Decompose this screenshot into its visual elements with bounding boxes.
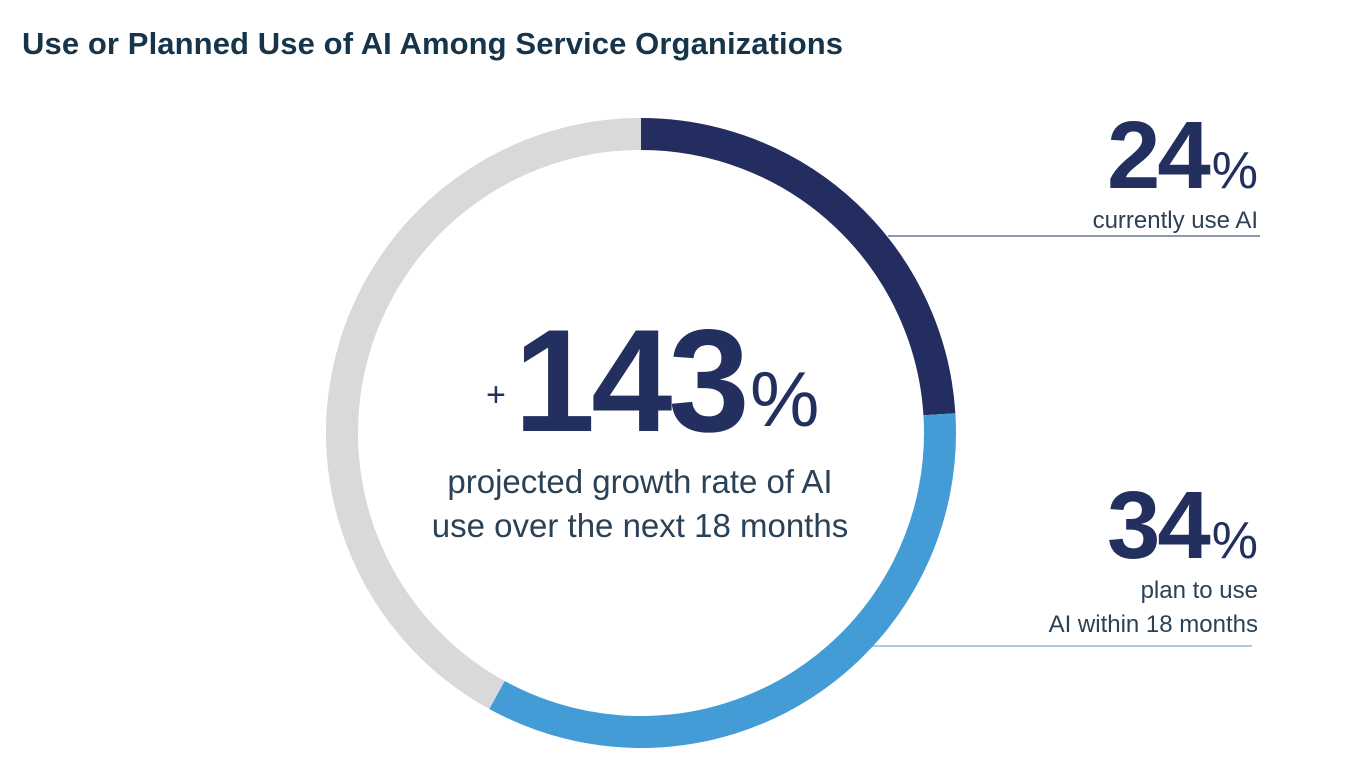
stat-current-label: currently use AI xyxy=(1092,207,1258,234)
center-prefix: + xyxy=(486,376,506,414)
donut-segments xyxy=(326,118,956,748)
center-description-line2: use over the next 18 months xyxy=(431,507,849,544)
stat-current-unit: % xyxy=(1211,142,1258,200)
center-description: projected growth rate of AI use over the… xyxy=(390,460,890,548)
center-figure: + 143 % xyxy=(390,308,890,458)
stat-planned-label-line1: plan to use xyxy=(1140,577,1258,604)
page-title: Use or Planned Use of AI Among Service O… xyxy=(22,26,844,61)
donut-segment-other xyxy=(326,118,642,710)
stat-current-use: 24% currently use AI xyxy=(1093,108,1258,238)
center-label: + 143 % projected growth rate of AI use … xyxy=(390,308,890,548)
donut-segment-planned xyxy=(489,413,956,748)
center-unit: % xyxy=(750,355,820,443)
donut-segment-current xyxy=(640,118,956,416)
stat-current-figure: 24% xyxy=(1093,108,1258,204)
stat-planned-figure: 34% xyxy=(1049,478,1258,574)
stat-planned-value: 34 xyxy=(1106,472,1211,579)
center-description-line1: projected growth rate of AI xyxy=(447,463,833,500)
stat-current-value: 24 xyxy=(1106,102,1211,209)
stat-planned-use: 34% plan to use AI within 18 months xyxy=(1049,478,1258,642)
stat-planned-unit: % xyxy=(1211,512,1258,570)
center-value: 143 xyxy=(514,299,750,462)
stat-planned-label-line2: AI within 18 months xyxy=(1048,611,1258,638)
